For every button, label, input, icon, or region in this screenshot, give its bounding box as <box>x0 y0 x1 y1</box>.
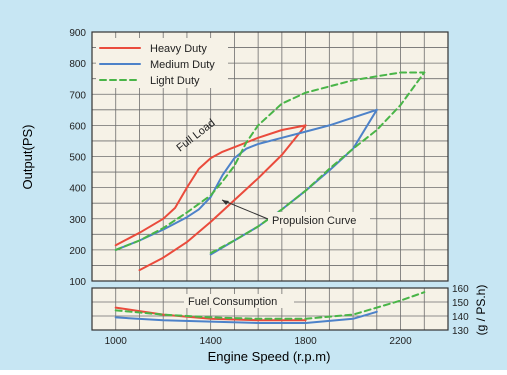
light-duty-propulsion-line <box>209 71 426 254</box>
y-tick-label: 100 <box>69 277 86 288</box>
y-axis-label: Output(PS) <box>20 124 35 189</box>
propulsion-arrowhead <box>222 200 229 205</box>
light-duty-fuel-line <box>114 291 426 320</box>
x-axis-label: Engine Speed (r.p.m) <box>208 349 331 364</box>
y2-tick-label: 140 <box>452 312 469 323</box>
y2-tick-label: 130 <box>452 326 469 337</box>
x-tick-label: 2200 <box>389 336 412 347</box>
heavy-duty-full-load-line <box>114 124 307 247</box>
fuel-consumption-plot: 130 140 150 160 1000 1400 1800 2200 Fuel Consump… <box>91 284 469 347</box>
light-duty-full-load-line <box>114 71 426 251</box>
propulsion-label-bg <box>268 212 370 228</box>
fuel-consumption-annotation: Fuel Consumption <box>188 296 277 308</box>
legend-label: Medium Duty <box>150 59 215 71</box>
y-tick-label: 900 <box>69 28 86 39</box>
y2-tick-label: 160 <box>452 284 469 295</box>
y-tick-label: 700 <box>69 90 86 101</box>
x-tick-label: 1000 <box>105 336 128 347</box>
x-tick-label: 1800 <box>294 336 317 347</box>
propulsion-curve-annotation: Propulsion Curve <box>272 215 356 227</box>
legend: Heavy Duty Medium Duty Light Duty <box>96 38 228 88</box>
y-tick-label: 600 <box>69 121 86 132</box>
fuel-label-bg <box>184 294 294 308</box>
heavy-duty-propulsion-line <box>138 124 307 272</box>
y-tick-label: 500 <box>69 153 86 164</box>
fuel-plot-border <box>91 287 449 331</box>
y-tick-label: 200 <box>69 246 86 257</box>
medium-duty-fuel-line <box>114 310 378 324</box>
y2-axis-label: (g / PS.h) <box>474 285 488 336</box>
propulsion-leader-line <box>221 199 269 220</box>
medium-duty-full-load-line <box>114 108 378 251</box>
output-plot-border <box>91 31 449 282</box>
y2-tick-label: 150 <box>452 298 469 309</box>
legend-label: Light Duty <box>150 75 200 87</box>
legend-label: Heavy Duty <box>150 43 207 55</box>
y-tick-label: 300 <box>69 215 86 226</box>
x-tick-label: 1400 <box>200 336 223 347</box>
y-tick-label: 400 <box>69 184 86 195</box>
y-tick-label: 800 <box>69 59 86 70</box>
